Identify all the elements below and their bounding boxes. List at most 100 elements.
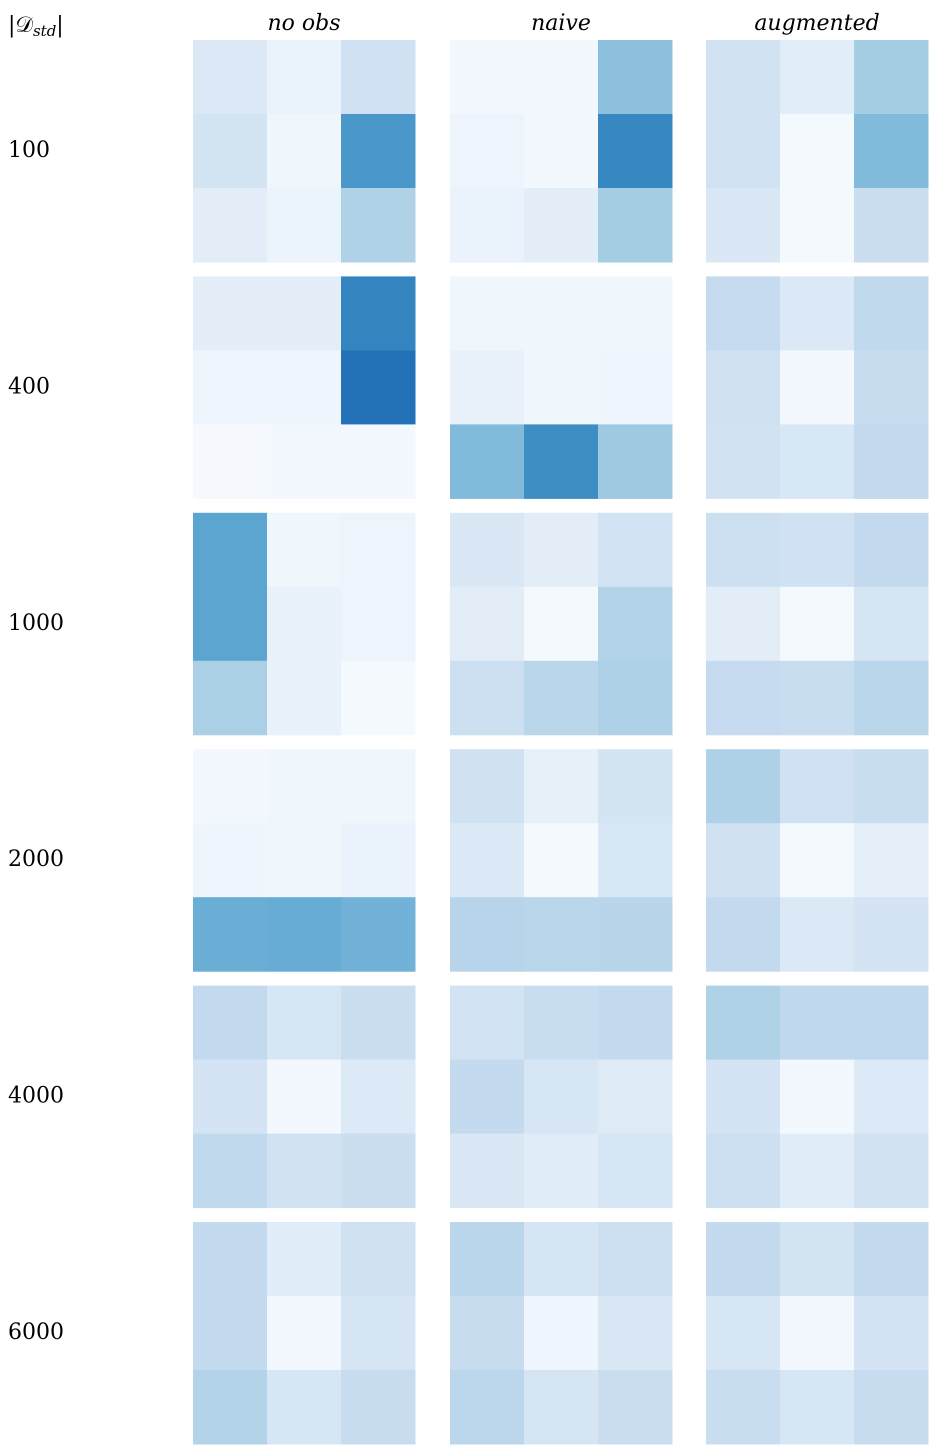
- cell: [450, 897, 525, 972]
- cell: [524, 114, 599, 189]
- cell: [341, 823, 416, 898]
- cell: [267, 897, 342, 972]
- cell: [524, 660, 599, 736]
- cell: [706, 40, 781, 115]
- cell: [780, 823, 855, 898]
- cell: [780, 512, 855, 588]
- cell: [706, 1296, 781, 1371]
- cell: [780, 1222, 855, 1297]
- cell: [267, 350, 342, 425]
- cell: [854, 424, 929, 499]
- cell: [341, 512, 416, 588]
- column-title: augmented: [754, 11, 879, 36]
- cell: [524, 350, 599, 425]
- cell: [267, 749, 342, 824]
- cell: [854, 1133, 929, 1209]
- cell: [193, 1222, 268, 1297]
- cell: [780, 985, 855, 1061]
- cell: [193, 586, 268, 662]
- cell: [193, 1296, 268, 1371]
- header-open: |𝒟: [8, 13, 33, 38]
- cell: [598, 276, 673, 351]
- cell: [267, 424, 342, 499]
- header-subscript: std: [33, 22, 56, 40]
- cell: [706, 897, 781, 972]
- cell: [193, 897, 268, 972]
- cell: [193, 823, 268, 898]
- row-label: 1000: [8, 611, 64, 636]
- cell: [341, 40, 416, 115]
- cell: [524, 1296, 599, 1371]
- cell: [524, 424, 599, 499]
- cell: [598, 985, 673, 1061]
- cell: [780, 40, 855, 115]
- cell: [598, 350, 673, 425]
- cell: [341, 114, 416, 189]
- cell: [854, 114, 929, 189]
- cell: [780, 350, 855, 425]
- cell: [780, 586, 855, 662]
- cell: [524, 1222, 599, 1297]
- cell: [854, 276, 929, 351]
- cell: [780, 1370, 855, 1445]
- cell: [706, 1370, 781, 1445]
- cell: [450, 512, 525, 588]
- cell: [780, 114, 855, 189]
- header-label: |𝒟std|: [8, 13, 64, 40]
- cell: [598, 823, 673, 898]
- cell: [450, 1370, 525, 1445]
- cell: [524, 40, 599, 115]
- cell: [598, 897, 673, 972]
- cell: [854, 1296, 929, 1371]
- cell: [341, 188, 416, 263]
- cell: [706, 660, 781, 736]
- cell: [450, 424, 525, 499]
- cell: [193, 985, 268, 1061]
- cell: [341, 897, 416, 972]
- cell: [450, 586, 525, 662]
- cell: [854, 985, 929, 1061]
- cell: [854, 350, 929, 425]
- cell: [193, 188, 268, 263]
- cell: [524, 823, 599, 898]
- cell: [193, 660, 268, 736]
- cell: [450, 749, 525, 824]
- row-label: 400: [8, 374, 50, 399]
- column-title: naive: [531, 11, 591, 36]
- cell: [854, 660, 929, 736]
- cell: [267, 1370, 342, 1445]
- cell: [780, 1133, 855, 1209]
- cell: [524, 749, 599, 824]
- cell: [341, 276, 416, 351]
- cell: [524, 1133, 599, 1209]
- cell: [780, 1059, 855, 1135]
- row-label: 100: [8, 138, 50, 163]
- cell: [598, 586, 673, 662]
- cell: [267, 1059, 342, 1135]
- cell: [706, 114, 781, 189]
- cell: [193, 1133, 268, 1209]
- cell: [341, 1059, 416, 1135]
- cell: [450, 188, 525, 263]
- cell: [193, 424, 268, 499]
- cell: [267, 188, 342, 263]
- cell: [780, 660, 855, 736]
- cell: [706, 276, 781, 351]
- cell: [598, 114, 673, 189]
- cell: [193, 40, 268, 115]
- cell: [341, 424, 416, 499]
- cell: [854, 823, 929, 898]
- cell: [193, 1370, 268, 1445]
- cell: [598, 188, 673, 263]
- cell: [193, 114, 268, 189]
- cell: [598, 1222, 673, 1297]
- cell: [524, 1059, 599, 1135]
- cell: [450, 276, 525, 351]
- cell: [854, 1059, 929, 1135]
- cell: [267, 660, 342, 736]
- cell: [524, 512, 599, 588]
- cell: [267, 1296, 342, 1371]
- cell: [450, 823, 525, 898]
- cell: [193, 512, 268, 588]
